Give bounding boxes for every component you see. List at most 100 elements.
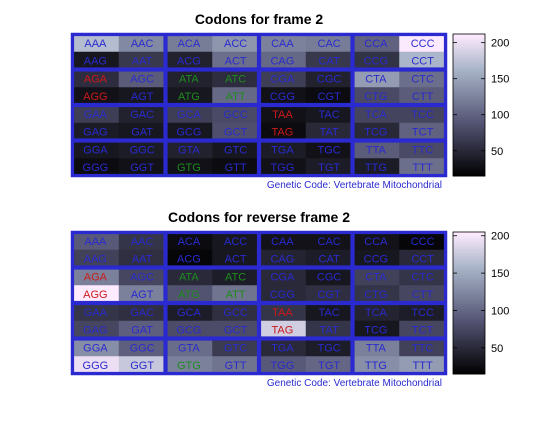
- heatmap-cell: [72, 34, 120, 53]
- codon-label: TGT: [318, 162, 340, 174]
- colorbar-step: [453, 121, 485, 125]
- heatmap-cell: [212, 34, 260, 53]
- colorbar-step: [453, 157, 485, 160]
- colorbar-step: [453, 67, 485, 70]
- codon-label: CGC: [317, 271, 342, 283]
- codon-block-border: [258, 302, 353, 339]
- codon-label: TCG: [364, 127, 387, 139]
- heatmap-cell: [118, 320, 166, 339]
- colorbar-step: [453, 93, 485, 97]
- codon-label: CAC: [318, 236, 341, 248]
- heatmap-cell: [305, 158, 353, 177]
- colorbar-step: [453, 86, 485, 89]
- heatmap-cell: [165, 34, 213, 53]
- codon-label: CCC: [411, 38, 435, 50]
- colorbar-step: [453, 135, 485, 139]
- colorbar-frame: [452, 33, 486, 177]
- colorbar-step: [453, 109, 485, 113]
- heatmap-cell: [72, 69, 120, 88]
- heatmap-cell: [118, 69, 166, 88]
- colorbar-step: [453, 336, 485, 339]
- heatmap-cell: [165, 69, 213, 88]
- codon-label: CCA: [364, 38, 388, 50]
- codon-label: GAC: [130, 307, 154, 319]
- colorbar-step: [453, 310, 485, 313]
- codon-label: AAA: [84, 38, 107, 50]
- heatmap-cell: [212, 69, 260, 88]
- codon-label: CGG: [270, 91, 295, 103]
- heatmap-cell: [352, 122, 400, 141]
- heatmap-cell: [305, 69, 353, 88]
- heatmap-cell: [259, 320, 307, 339]
- heatmap-cell: [259, 69, 307, 88]
- colorbar-step: [453, 112, 485, 115]
- colorbar-step: [453, 255, 485, 259]
- colorbar-step: [453, 288, 485, 292]
- heatmap-cell: [165, 267, 213, 286]
- codon-block-border: [165, 302, 260, 339]
- heatmap-cell: [399, 249, 447, 268]
- codon-label: CAA: [271, 236, 294, 248]
- codon-label: ATG: [178, 289, 200, 301]
- codon-block-border: [258, 267, 353, 304]
- heatmap-cell: [165, 51, 213, 70]
- codon-label: TAT: [320, 127, 339, 139]
- colorbar-step: [453, 314, 485, 318]
- colorbar-step: [453, 119, 485, 123]
- colorbar-step: [453, 232, 485, 235]
- heatmap-cell: [212, 338, 260, 357]
- codon-label: GAC: [130, 109, 154, 121]
- colorbar-step: [453, 274, 485, 278]
- codon-label: CTA: [365, 271, 387, 283]
- colorbar-step: [453, 260, 485, 264]
- codon-label: GGT: [130, 162, 154, 174]
- codon-label: GTG: [177, 360, 201, 372]
- heatmap-cell: [259, 285, 307, 304]
- heatmap-cell: [399, 51, 447, 70]
- colorbar-step: [453, 281, 485, 285]
- heatmap-cell: [399, 122, 447, 141]
- heatmap-cell: [352, 140, 400, 159]
- heatmap-cell: [165, 338, 213, 357]
- heatmap-cell: [165, 232, 213, 251]
- heatmap-cell: [165, 249, 213, 268]
- colorbar-step: [453, 364, 485, 368]
- colorbar-step: [453, 338, 485, 342]
- colorbar-tick-label: 100: [491, 110, 509, 122]
- heatmap-cell: [118, 303, 166, 322]
- colorbar-step: [453, 305, 485, 309]
- colorbar-step: [453, 298, 485, 302]
- codon-label: AAG: [84, 254, 107, 266]
- heatmap-cell: [72, 285, 120, 304]
- colorbar-step: [453, 333, 485, 337]
- codon-label: ACG: [177, 56, 201, 68]
- heatmap-cell: [72, 320, 120, 339]
- heatmap-cell: [165, 356, 213, 375]
- codon-label: CGA: [270, 73, 295, 85]
- codon-label: AAA: [84, 236, 107, 248]
- heatmap-cell: [212, 232, 260, 251]
- colorbar-step: [453, 352, 485, 356]
- colorbar-step: [453, 253, 485, 257]
- colorbar-step: [453, 74, 485, 78]
- colorbar-step: [453, 355, 485, 358]
- colorbar-step: [453, 300, 485, 304]
- heatmap-cell: [212, 140, 260, 159]
- colorbar-step: [453, 133, 485, 137]
- colorbar-step: [453, 159, 485, 163]
- heatmap-cell: [212, 87, 260, 106]
- colorbar-step: [453, 154, 485, 158]
- codon-label: CAT: [319, 254, 340, 266]
- codon-label: CCT: [411, 56, 434, 68]
- colorbar-step: [453, 243, 485, 247]
- heatmap-cell: [212, 267, 260, 286]
- heatmap-cell: [399, 34, 447, 53]
- colorbar-step: [453, 41, 485, 44]
- heatmap-cell: [352, 338, 400, 357]
- codon-label: ATG: [178, 91, 200, 103]
- heatmap-frame: [70, 32, 448, 178]
- codon-label: GCA: [177, 307, 202, 319]
- heatmap-cell: [118, 140, 166, 159]
